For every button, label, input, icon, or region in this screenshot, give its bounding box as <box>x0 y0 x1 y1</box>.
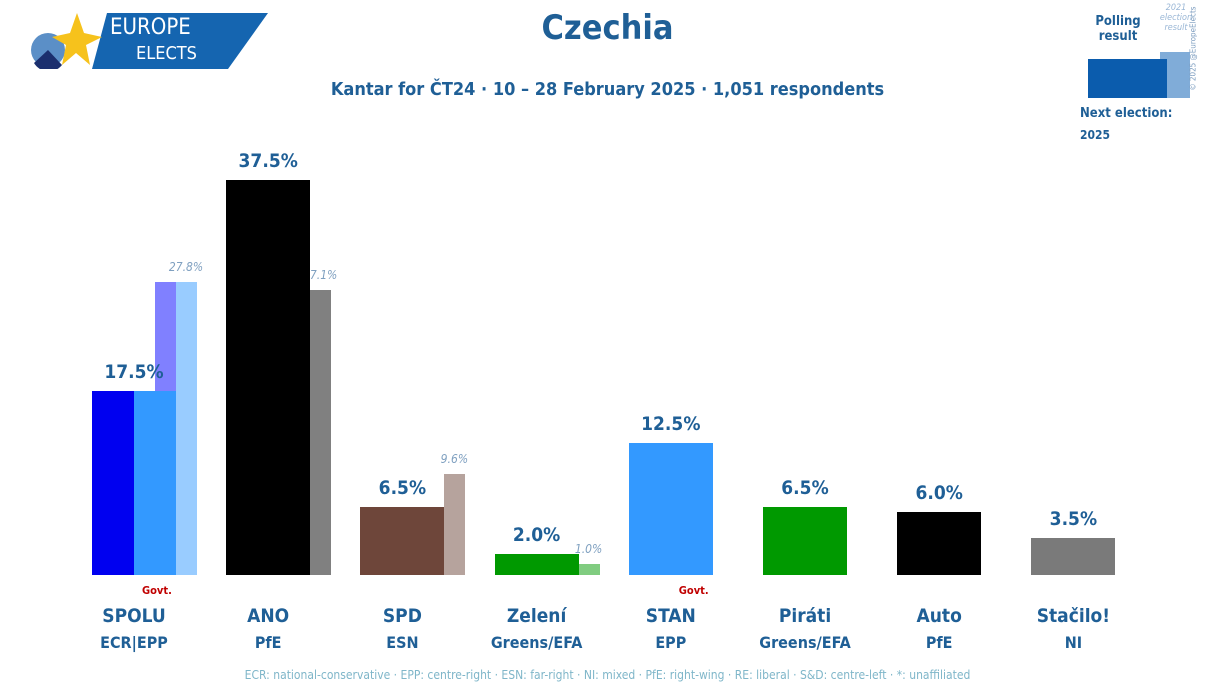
party-name: Piráti <box>778 605 832 627</box>
logo-graphic <box>31 13 268 72</box>
party-group: Greens/EFA <box>759 633 851 652</box>
logo-line1: EUROPE <box>110 15 191 40</box>
party-group: PfE <box>254 633 282 652</box>
party-name: SPOLU <box>102 605 166 627</box>
europe-elects-logo: EUROPE ELECTS <box>22 13 272 72</box>
previous-bar <box>444 473 466 575</box>
previous-value-label: 1.0% <box>574 542 603 557</box>
legend-polling-swatch <box>1088 59 1167 98</box>
party-name: Stačilo! <box>1036 605 1111 627</box>
poll-bar <box>226 180 311 575</box>
previous-value-label: 27.1% <box>303 267 338 282</box>
previous-bar <box>310 289 332 575</box>
previous-value-label: 9.6% <box>440 451 469 466</box>
legend-polling-label: Polling result <box>1095 14 1141 44</box>
legend: Polling result 2021 election result © 20… <box>1078 0 1215 150</box>
party-name: Auto <box>916 605 962 627</box>
party-group: EPP <box>655 633 687 652</box>
party-group: NI <box>1064 633 1083 652</box>
party-group: ESN <box>386 633 419 652</box>
next-election-label: Next election: <box>1080 106 1173 121</box>
party-name: Zelení <box>506 605 567 627</box>
party-group: PfE <box>925 633 953 652</box>
poll-value-label: 17.5% <box>104 360 164 383</box>
logo-line2: ELECTS <box>136 43 197 64</box>
party-group: ECR|EPP <box>100 633 168 652</box>
party-name: STAN <box>645 605 696 627</box>
poll-bar-segment <box>92 390 134 575</box>
copyright: © 2025 @EuropeElects <box>1188 6 1198 91</box>
poll-value-label: 12.5% <box>641 413 701 436</box>
previous-value-label: 27.8% <box>168 260 204 275</box>
poll-bar <box>897 511 982 575</box>
party-name: SPD <box>382 605 422 627</box>
poll-bar <box>360 506 445 575</box>
poll-value-label: 6.0% <box>915 481 963 504</box>
footer-legend: ECR: national-conservative · EPP: centre… <box>244 668 971 682</box>
party-group: Greens/EFA <box>490 633 583 652</box>
poll-bar <box>763 506 847 575</box>
previous-bar <box>578 564 600 575</box>
next-election-year: 2025 <box>1080 128 1111 142</box>
chart-title: Czechia <box>541 8 674 48</box>
chart-subtitle: Kantar for ČT24 · 10 – 28 February 2025 … <box>330 79 885 100</box>
govt-label: Govt. <box>142 584 172 597</box>
govt-label: Govt. <box>678 584 709 597</box>
poll-bar <box>494 553 579 575</box>
party-name: ANO <box>247 605 290 627</box>
previous-bar-segment <box>176 282 197 575</box>
poll-value-label: 6.5% <box>378 476 427 499</box>
poll-value-label: 2.0% <box>512 523 561 546</box>
poll-value-label: 37.5% <box>238 150 298 172</box>
poll-value-label: 6.5% <box>781 476 829 499</box>
poll-bar-segment <box>134 390 176 575</box>
poll-bar <box>1031 538 1116 575</box>
legend-previous-label: 2021 election result <box>1159 3 1193 33</box>
poll-value-label: 3.5% <box>1049 508 1098 531</box>
poll-bar <box>628 443 713 575</box>
